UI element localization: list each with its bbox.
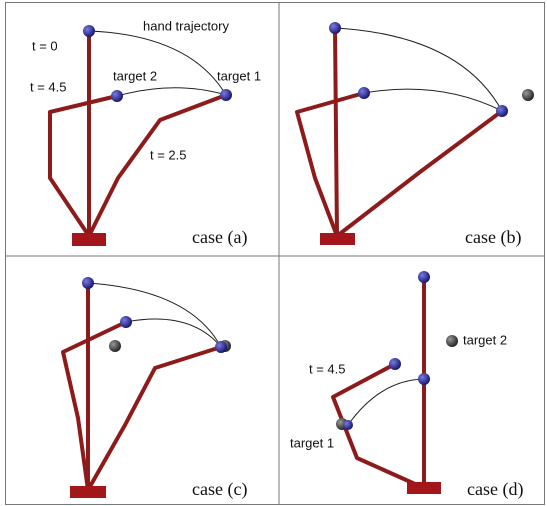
panel-a: t = 0 hand trajectory t = 4.5 target 2 t… — [30, 18, 261, 248]
label: t = 0 — [32, 38, 58, 53]
trajectory — [364, 89, 502, 111]
link — [335, 28, 337, 236]
trajectory — [88, 283, 221, 347]
joint — [120, 316, 132, 328]
label: hand trajectory — [143, 18, 229, 33]
joint — [522, 89, 534, 101]
joint — [343, 420, 353, 430]
joint — [389, 358, 401, 370]
base — [72, 233, 106, 246]
figure: t = 0 hand trajectory t = 4.5 target 2 t… — [0, 0, 547, 506]
caption: case (a) — [192, 227, 247, 248]
panel-c: case (c) — [63, 277, 247, 500]
label: target 1 — [217, 68, 261, 83]
joint — [446, 335, 458, 347]
joint — [83, 25, 95, 37]
panel-d: t = 4.5 target 2 target 1 case (d) — [290, 271, 523, 500]
caption: case (d) — [467, 479, 523, 500]
link — [89, 95, 226, 236]
link — [50, 96, 117, 236]
label: target 2 — [463, 332, 507, 347]
panel-b: case (b) — [297, 22, 534, 248]
label: t = 2.5 — [150, 147, 187, 162]
trajectory — [126, 319, 221, 347]
link — [297, 93, 364, 236]
joint — [82, 277, 94, 289]
trajectory — [348, 379, 424, 425]
joint — [358, 87, 370, 99]
joint — [109, 340, 121, 352]
joint — [329, 22, 341, 34]
trajectory — [117, 88, 226, 96]
label: target 2 — [113, 68, 157, 83]
caption: case (c) — [192, 479, 247, 500]
label: target 1 — [290, 435, 334, 450]
joint — [418, 271, 430, 283]
caption: case (b) — [465, 227, 521, 248]
trajectory — [89, 31, 226, 95]
label: t = 4.5 — [309, 361, 346, 376]
trajectory — [335, 28, 502, 111]
link — [337, 111, 502, 236]
joint — [220, 89, 232, 101]
base — [320, 233, 355, 245]
base — [407, 482, 441, 494]
link — [88, 347, 221, 490]
joint — [215, 341, 227, 353]
label: t = 4.5 — [30, 79, 67, 94]
joint — [496, 105, 508, 117]
joint — [111, 90, 123, 102]
base — [70, 486, 106, 498]
joint — [418, 373, 430, 385]
